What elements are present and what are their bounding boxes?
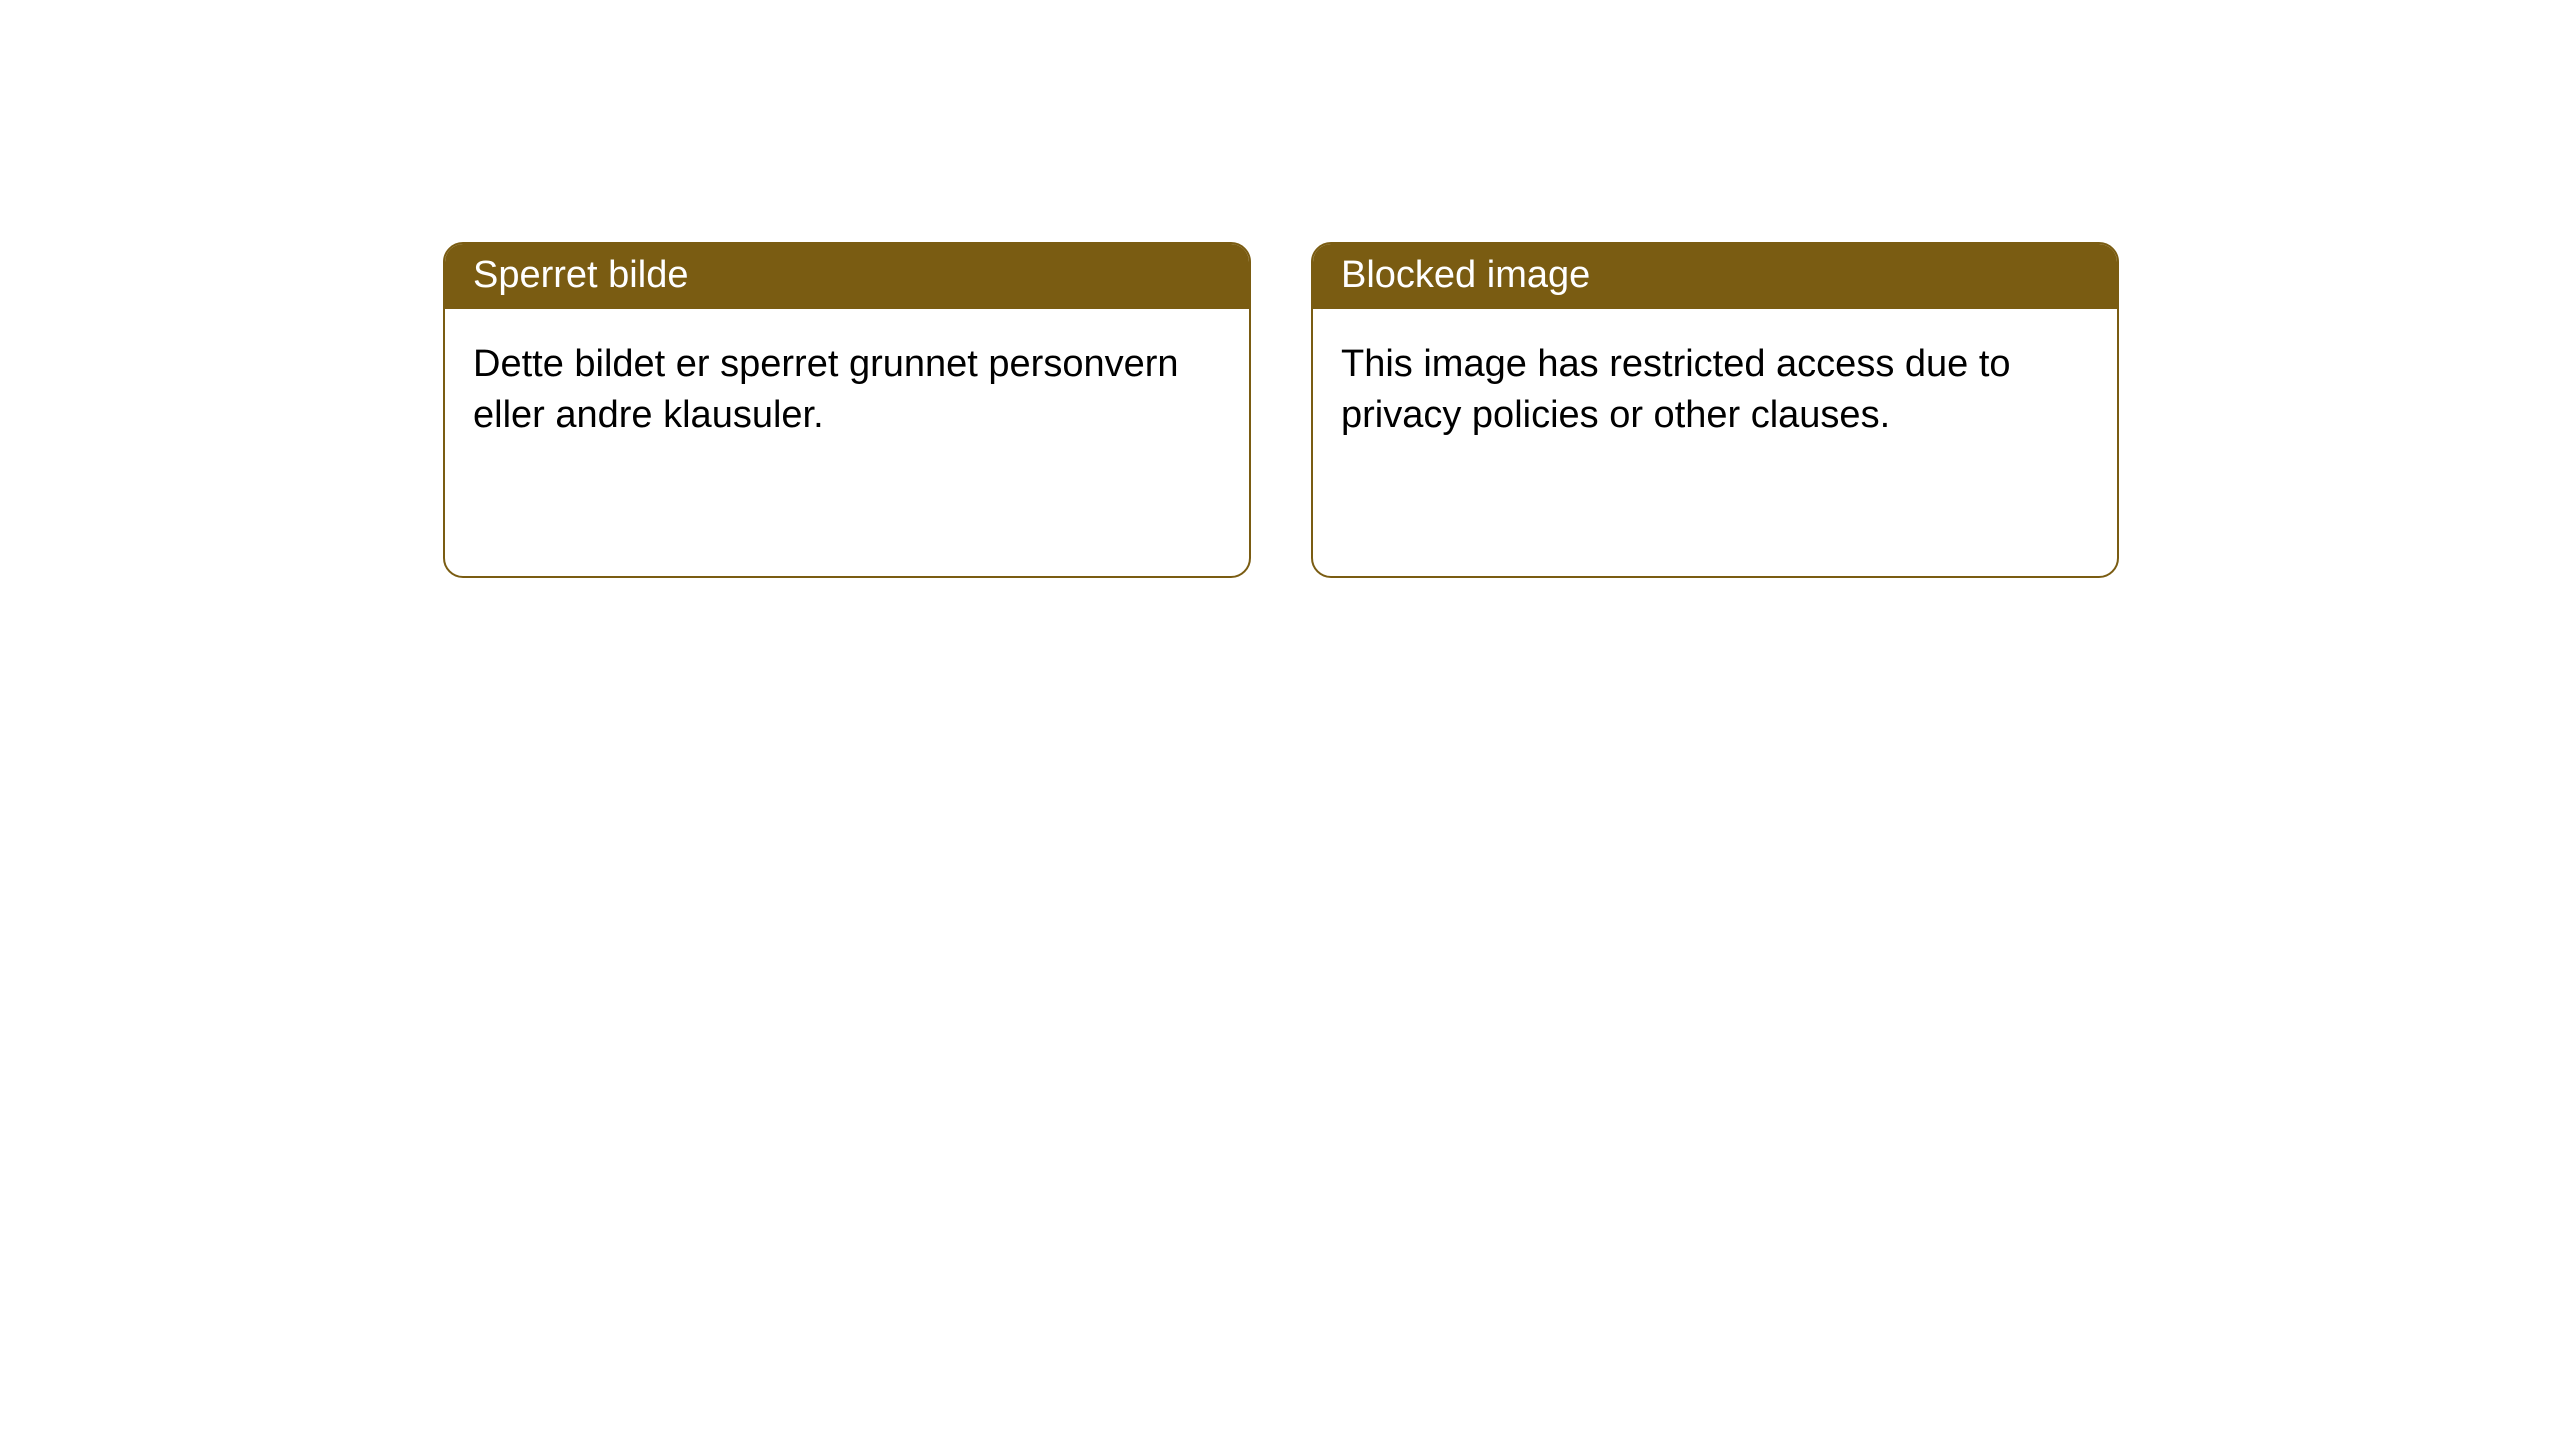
card-header: Blocked image <box>1313 244 2117 309</box>
card-body: This image has restricted access due to … <box>1313 309 2117 472</box>
card-body-text: Dette bildet er sperret grunnet personve… <box>473 343 1179 436</box>
card-header: Sperret bilde <box>445 244 1249 309</box>
notice-container: Sperret bilde Dette bildet er sperret gr… <box>443 242 2119 578</box>
card-title: Sperret bilde <box>473 254 688 296</box>
notice-card-norwegian: Sperret bilde Dette bildet er sperret gr… <box>443 242 1251 578</box>
notice-card-english: Blocked image This image has restricted … <box>1311 242 2119 578</box>
card-title: Blocked image <box>1341 254 1590 296</box>
card-body-text: This image has restricted access due to … <box>1341 343 2011 436</box>
card-body: Dette bildet er sperret grunnet personve… <box>445 309 1249 472</box>
